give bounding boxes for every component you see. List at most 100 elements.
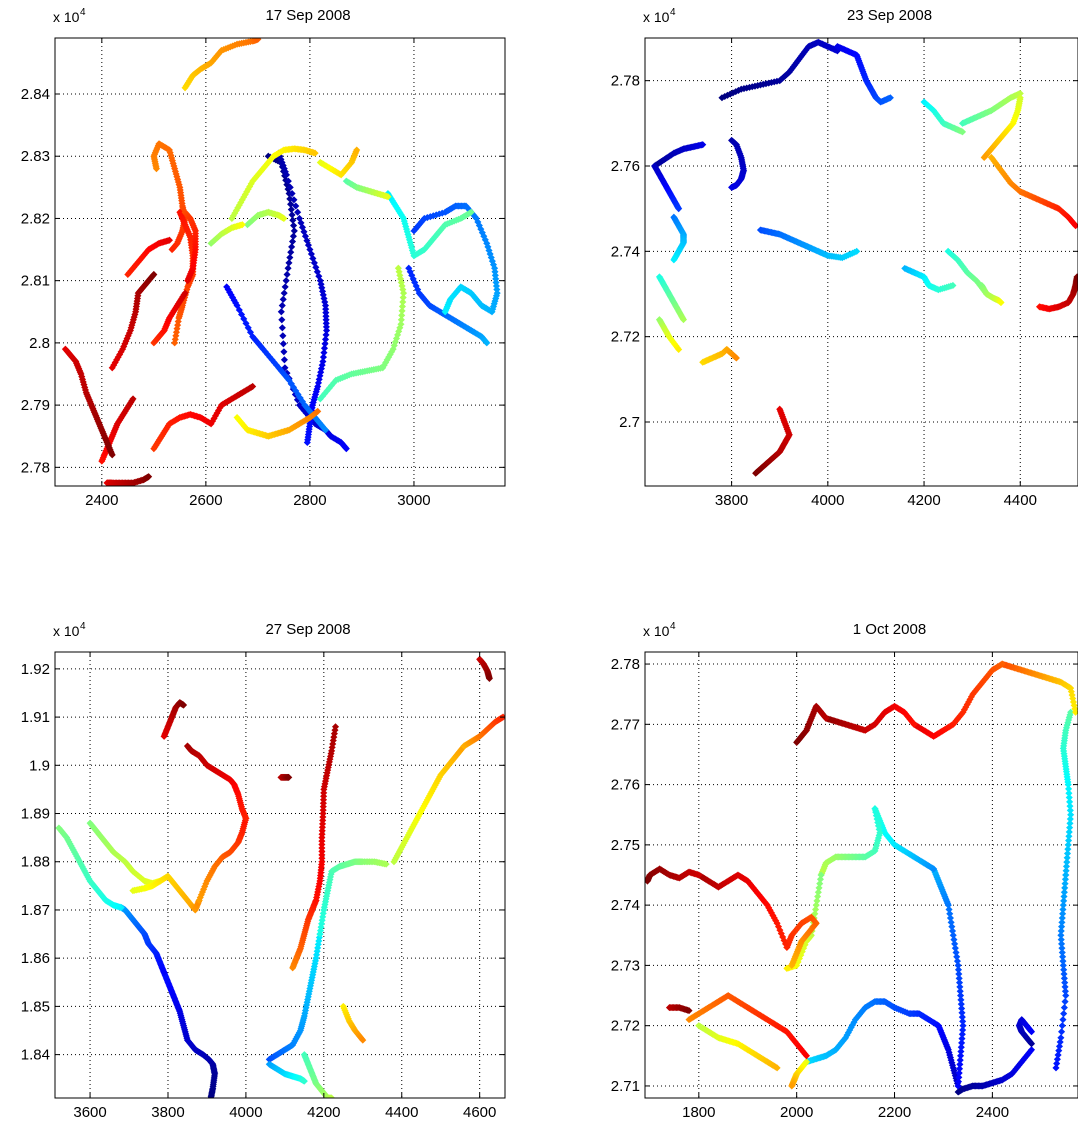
data-point — [951, 944, 959, 952]
subplot-4: 1800 2000 2200 2400 2.71 2.72 2.73 2.74 2.75 2.76… — [611, 621, 1078, 1121]
y-multiplier-exponent: 4 — [80, 621, 86, 632]
x-tick-label: 4000 — [229, 1104, 262, 1121]
x-tick-label: 2800 — [293, 492, 326, 509]
data-point — [783, 964, 791, 972]
y-tick-label: 2.78 — [611, 73, 640, 90]
data-point — [957, 996, 965, 1004]
data-point — [398, 311, 406, 319]
x-tick-label: 2600 — [189, 492, 222, 509]
y-tick-label: 2.81 — [21, 273, 50, 290]
data-point — [320, 349, 328, 357]
data-point — [949, 931, 957, 939]
data-point — [947, 918, 955, 926]
chart-title: 17 Sep 2008 — [265, 7, 350, 24]
data-point — [950, 936, 958, 944]
y-tick-label: 2.7 — [619, 414, 640, 431]
y-tick-label: 2.77 — [611, 716, 640, 733]
data-point — [382, 860, 390, 868]
data-point — [1061, 998, 1069, 1006]
y-tick-label: 2.82 — [21, 210, 50, 227]
data-point — [150, 270, 158, 278]
data-point — [342, 445, 350, 453]
data-point — [1059, 1016, 1067, 1024]
y-multiplier-exponent: 4 — [80, 7, 86, 18]
data-point — [397, 320, 405, 328]
data-point — [288, 243, 296, 251]
data-points — [651, 38, 1078, 477]
y-tick-label: 2.73 — [611, 957, 640, 974]
data-point — [289, 232, 297, 240]
y-tick-label: 2.71 — [611, 1078, 640, 1095]
data-point — [485, 674, 493, 683]
data-point — [290, 222, 298, 230]
data-point — [319, 353, 327, 361]
y-tick-label: 1.89 — [21, 806, 50, 823]
x-tick-label: 2200 — [878, 1104, 911, 1121]
y-tick-label: 1.88 — [21, 854, 50, 871]
x-tick-label: 3800 — [715, 492, 748, 509]
y-multiplier: x 10 — [643, 623, 670, 639]
subplot-1: 2400 2600 2800 3000 2.78 2.79 2.8 2.81 2.82 2.83 2… — [21, 7, 506, 509]
x-tick-label: 3800 — [151, 1104, 184, 1121]
data-point — [394, 264, 402, 272]
data-point — [280, 348, 288, 356]
data-point — [285, 259, 293, 267]
y-tick-label: 2.75 — [611, 837, 640, 854]
x-tick-label: 4200 — [907, 492, 940, 509]
data-point — [280, 214, 288, 222]
data-point — [732, 354, 740, 362]
data-point — [946, 914, 954, 922]
data-point — [956, 983, 964, 991]
x-tick-label: 2400 — [85, 492, 118, 509]
data-point — [280, 356, 288, 364]
data-point — [951, 940, 959, 948]
y-tick-label: 2.76 — [611, 777, 640, 794]
data-point — [814, 892, 822, 901]
y-multiplier: x 10 — [53, 623, 80, 639]
y-tick-label: 2.78 — [21, 459, 50, 476]
data-point — [954, 966, 963, 974]
data-point — [303, 438, 311, 446]
data-point — [289, 216, 297, 224]
y-tick-label: 1.86 — [21, 950, 50, 967]
data-point — [321, 340, 329, 348]
data-point — [886, 94, 894, 102]
data-point — [958, 1004, 966, 1012]
subplot-3: 3600 3800 4000 4200 4400 4600 1.84 1.85 1.86 1.87… — [21, 621, 506, 1121]
data-point — [812, 901, 820, 909]
data-point — [952, 948, 960, 957]
data-point — [467, 208, 475, 216]
y-tick-label: 1.85 — [21, 998, 50, 1015]
data-point — [957, 1000, 965, 1008]
y-multiplier: x 10 — [643, 9, 670, 25]
data-point — [955, 974, 963, 982]
data-point — [282, 171, 291, 179]
data-point — [320, 344, 329, 352]
y-multiplier-exponent: 4 — [670, 621, 676, 632]
chart-title: 23 Sep 2008 — [847, 7, 932, 24]
data-point — [399, 294, 407, 302]
data-point — [249, 382, 257, 390]
data-point — [282, 277, 290, 285]
data-point — [946, 910, 954, 918]
data-point — [399, 298, 407, 306]
data-point — [286, 254, 294, 262]
data-point — [815, 884, 823, 892]
x-tick-label: 1800 — [682, 1104, 715, 1121]
y-tick-label: 2.78 — [611, 656, 640, 673]
data-point — [728, 183, 736, 191]
y-tick-label: 2.8 — [29, 335, 50, 352]
data-point — [176, 208, 184, 216]
data-point — [958, 128, 967, 136]
axes-frame — [54, 37, 506, 487]
data-point — [1060, 1010, 1068, 1018]
x-tick-label: 3000 — [397, 492, 430, 509]
data-point — [675, 205, 683, 213]
data-point — [812, 905, 820, 913]
x-tick-label: 4600 — [463, 1104, 496, 1121]
data-point — [323, 326, 331, 334]
data-point — [685, 1007, 693, 1015]
data-point — [958, 1013, 966, 1021]
x-tick-label: 4400 — [1004, 492, 1037, 509]
data-point — [254, 38, 262, 43]
